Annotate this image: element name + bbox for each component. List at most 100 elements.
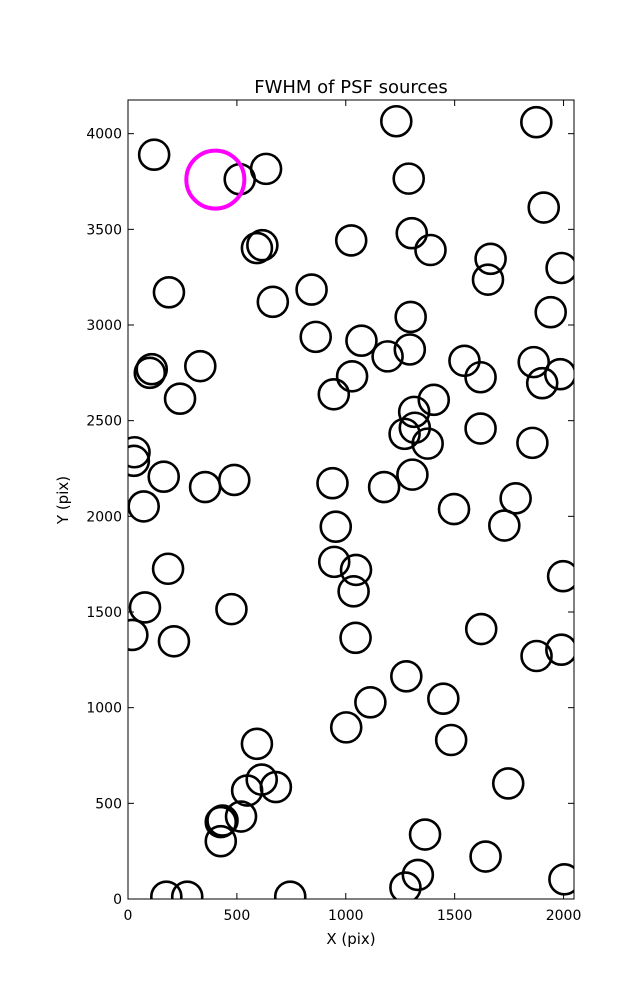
psf-source-marker: [147, 460, 181, 494]
psf-source-marker: [273, 880, 307, 899]
y-tick-label: 2000: [86, 509, 122, 525]
psf-source-marker: [339, 621, 372, 655]
psf-source-marker: [371, 340, 404, 373]
psf-source-marker: [354, 686, 387, 719]
psf-source-marker: [163, 382, 197, 415]
x-axis-label: X (pix): [326, 930, 375, 948]
y-tick-label: 1500: [86, 605, 122, 621]
psf-source-marker: [548, 862, 574, 896]
psf-source-marker: [395, 216, 429, 250]
psf-source-marker: [408, 818, 442, 851]
psf-source-marker: [464, 612, 498, 646]
psf-source-marker: [488, 509, 521, 542]
psf-source-marker: [240, 231, 274, 265]
psf-source-marker: [367, 470, 401, 504]
psf-source-marker: [295, 273, 328, 306]
psf-source-marker: [516, 426, 549, 460]
psf-source-marker: [128, 618, 149, 652]
axis-ticks: 0 500 1000 1500 2000 0 500 1000 1500 2000 2500 3000…: [86, 100, 581, 924]
psf-source-marker: [414, 233, 447, 267]
psf-source-marker: [316, 466, 349, 500]
psf-source-marker: [546, 559, 574, 593]
psf-source-marker: [335, 359, 369, 393]
psf-source-marker: [345, 324, 378, 357]
y-tick-label: 2500: [86, 414, 122, 430]
psf-source-marker: [390, 659, 423, 693]
psf-source-marker: [337, 575, 370, 608]
psf-source-marker: [152, 275, 186, 309]
psf-source-marker: [464, 360, 497, 394]
psf-source-marker: [396, 458, 429, 491]
x-tick-label: 2000: [546, 908, 582, 924]
y-axis-label: Y (pix): [54, 476, 72, 525]
psf-source-marker: [151, 552, 185, 586]
psf-source-marker: [379, 104, 413, 138]
psf-source-marker: [249, 152, 283, 186]
psf-source-marker: [334, 224, 368, 257]
psf-source-marker: [397, 395, 431, 429]
y-tick-label: 1000: [86, 701, 122, 717]
y-tick-label: 0: [113, 892, 122, 908]
psf-source-marker: [204, 824, 238, 858]
psf-source-marker: [427, 682, 460, 715]
y-tick-label: 3000: [86, 318, 122, 334]
psf-source-marker: [184, 349, 217, 383]
psf-source-marker: [128, 591, 162, 624]
psf-source-marker: [128, 444, 151, 478]
psf-source-marker: [471, 263, 505, 296]
y-tick-label: 3500: [86, 222, 122, 238]
psf-source-marker: [170, 880, 204, 899]
psf-source-marker: [128, 490, 160, 523]
psf-source-marker: [215, 592, 248, 626]
psf-source-marker: [135, 352, 169, 386]
psf-source-marker: [133, 356, 167, 390]
psf-source-marker: [388, 417, 421, 451]
psf-source-marker: [491, 767, 525, 800]
x-tick-label: 1000: [328, 908, 364, 924]
psf-source-marker: [392, 162, 426, 195]
psf-source-marker: [188, 470, 222, 504]
psf-source-marker: [389, 871, 422, 899]
psf-source-marker: [224, 800, 258, 833]
psf-source-marker: [299, 320, 333, 354]
psf-source-marker: [317, 545, 351, 579]
x-tick-label: 0: [124, 908, 133, 924]
x-tick-label: 500: [224, 908, 251, 924]
psf-source-marker: [137, 138, 171, 172]
psf-source-marker: [259, 770, 293, 804]
psf-source-marker: [240, 727, 274, 761]
psf-source-marker: [448, 344, 481, 378]
psf-source-marker: [545, 633, 574, 666]
psf-source-marker: [543, 357, 574, 391]
psf-source-marker: [469, 840, 502, 873]
psf-source-marker: [534, 295, 567, 329]
psf-source-marker: [217, 463, 251, 497]
psf-source-marker: [246, 228, 279, 262]
psf-source-marker: [411, 427, 444, 460]
psf-source-marker: [317, 377, 351, 411]
psf-source-marker: [204, 805, 238, 839]
psf-source-marker: [525, 366, 559, 400]
psf-source-marker: [499, 482, 532, 515]
y-tick-label: 500: [95, 796, 122, 812]
psf-source-marker: [434, 723, 468, 757]
psf-source-marker: [517, 345, 551, 379]
reference-psf-marker: [184, 148, 247, 211]
psf-source-marker: [128, 435, 151, 469]
plot-frame: [127, 99, 575, 900]
psf-source-marker: [394, 300, 427, 334]
psf-source-marker: [545, 251, 574, 285]
psf-source-marker: [319, 510, 353, 543]
psf-source-marker: [474, 242, 507, 276]
psf-source-marker: [157, 624, 191, 658]
psf-source-marker: [401, 858, 435, 892]
psf-source-marker: [437, 492, 471, 526]
psf-source-marker: [256, 285, 290, 319]
psf-source-marker: [527, 191, 561, 224]
psf-source-marker: [520, 105, 553, 139]
chart-title: FWHM of PSF sources: [254, 77, 448, 98]
psf-source-marker: [417, 383, 451, 417]
x-tick-label: 1500: [437, 908, 473, 924]
psf-source-marker: [339, 553, 373, 587]
